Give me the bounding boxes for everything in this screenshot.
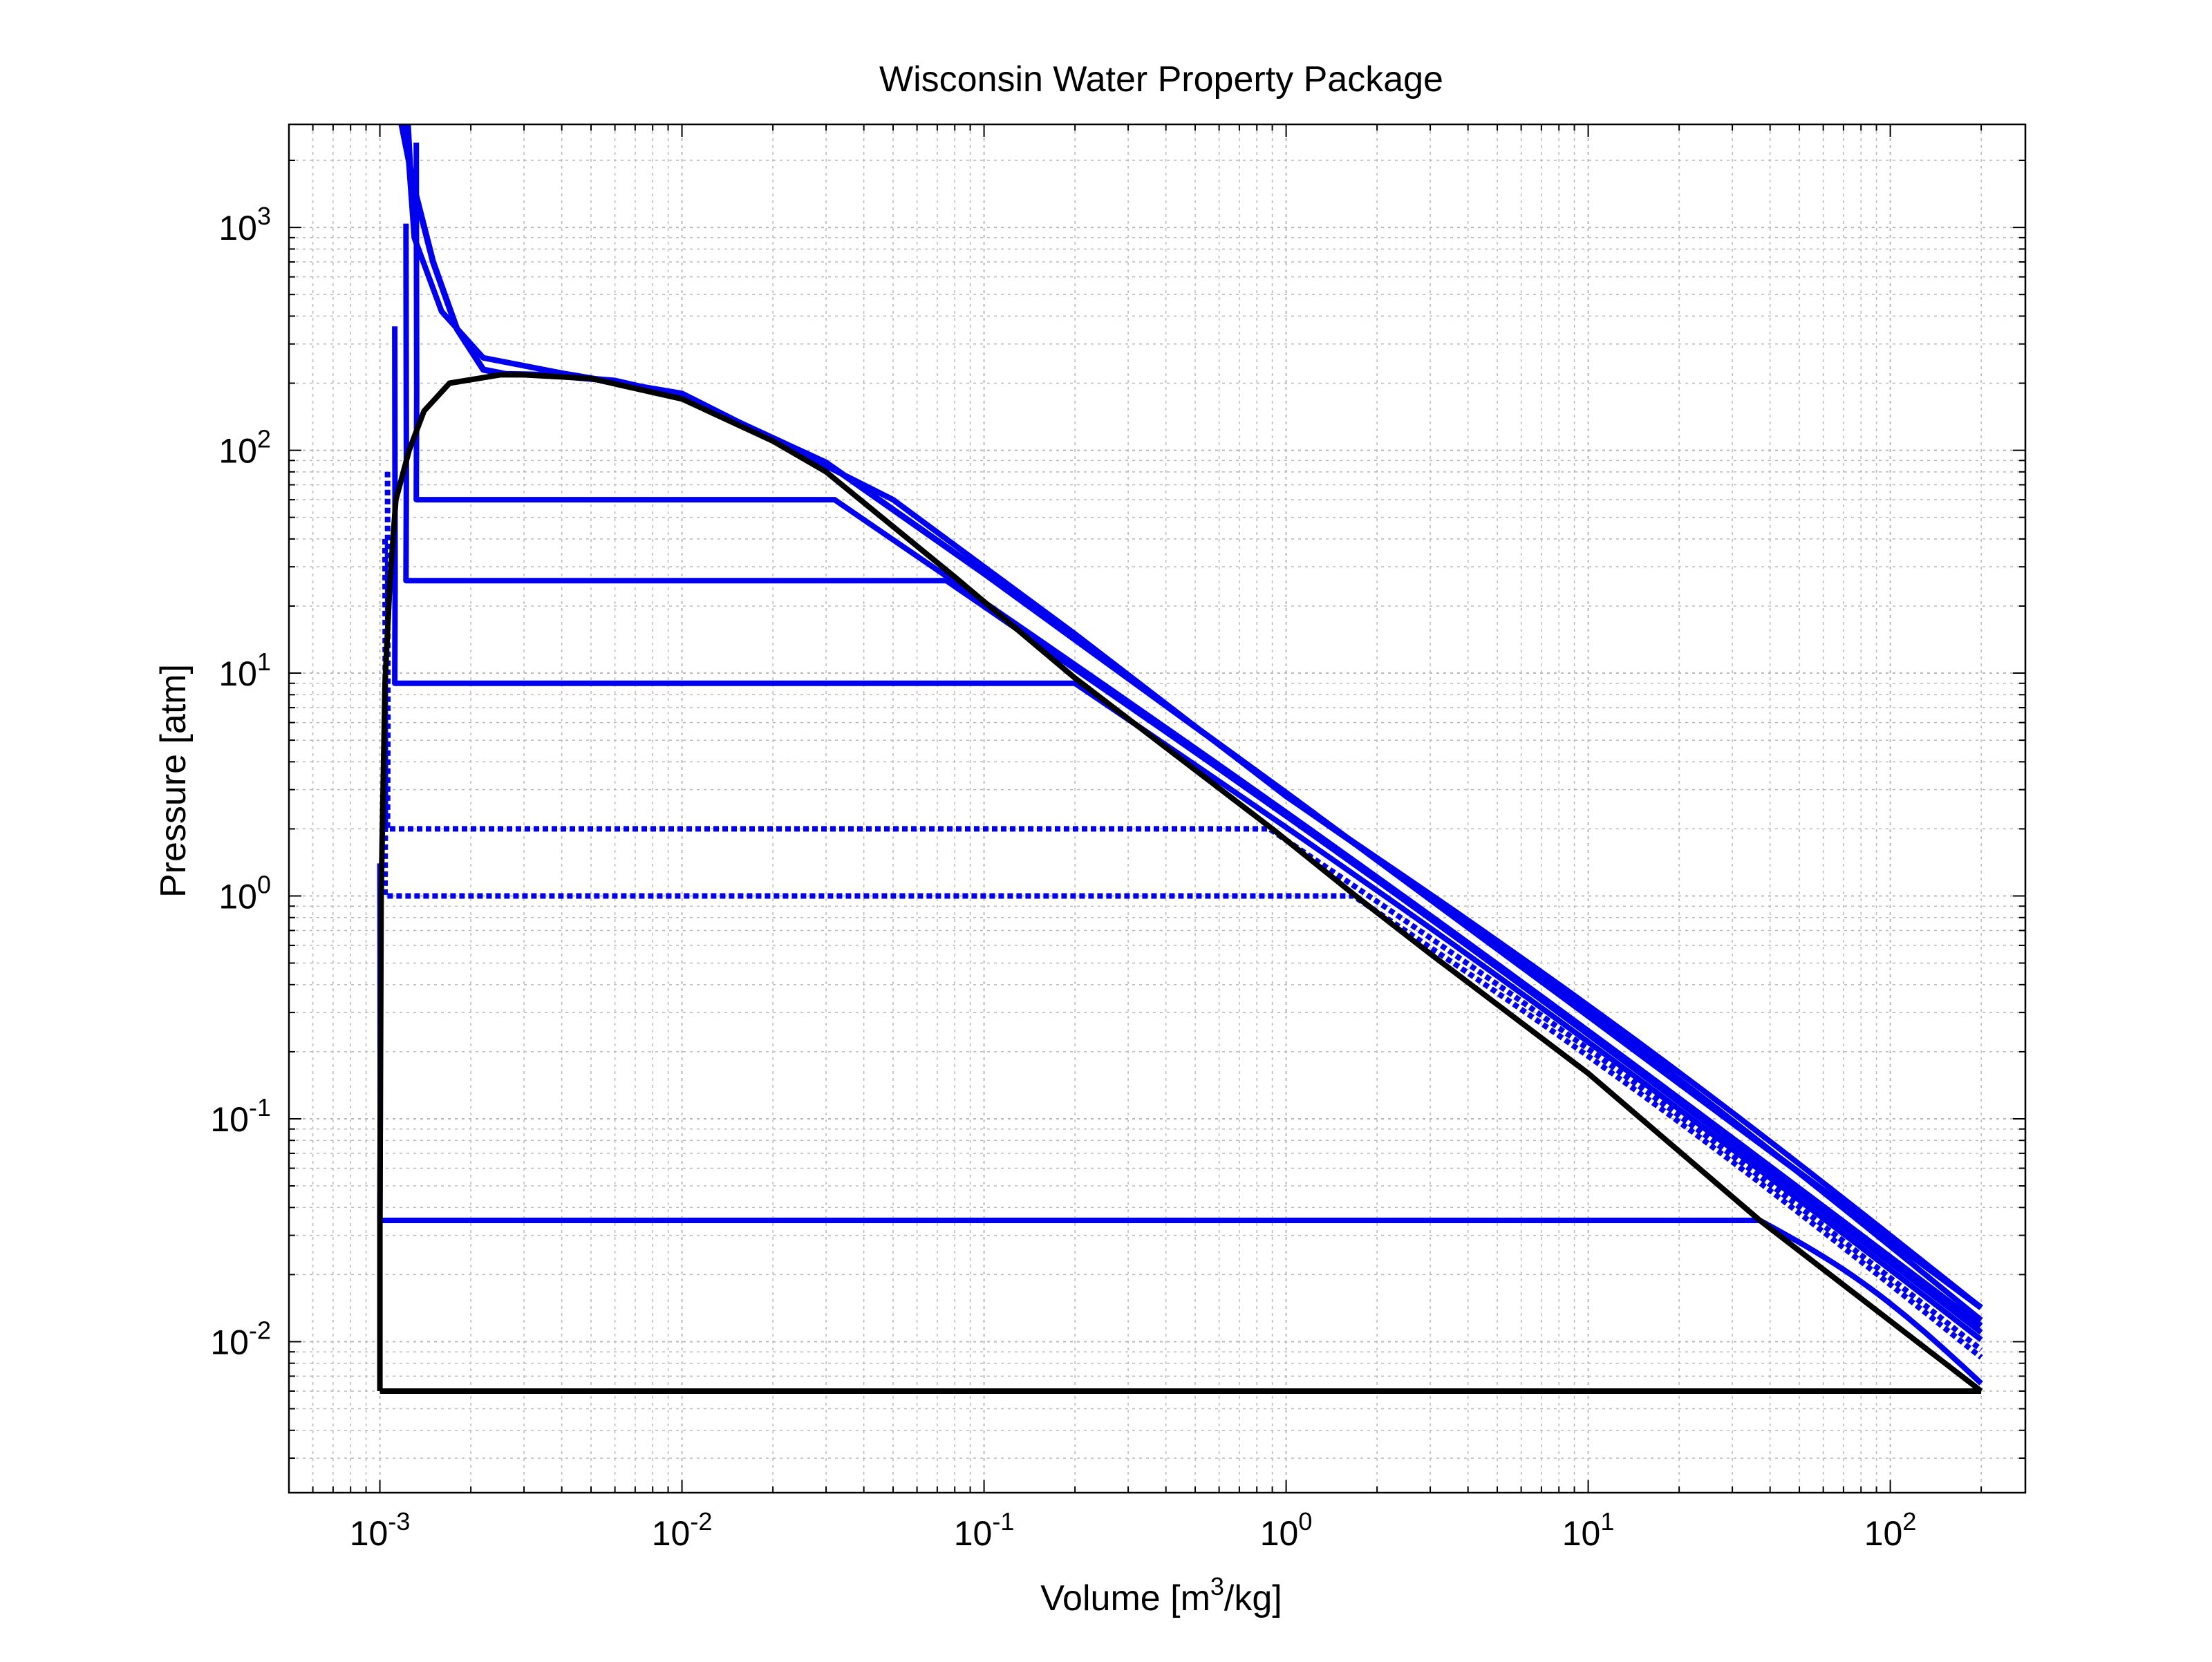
axes-frame [288, 123, 2027, 1494]
curves [377, 124, 1983, 1394]
saturated-vapor-line [523, 372, 1983, 1394]
x-tick-label: 100 [1260, 1507, 1313, 1553]
y-tick-label: 10-2 [210, 1316, 271, 1361]
y-tick-label: 103 [218, 202, 271, 247]
y-tick-label: 101 [218, 648, 271, 693]
x-tick-label: 101 [1562, 1507, 1615, 1553]
x-tick-label: 10-3 [350, 1507, 411, 1553]
plot-frame [288, 123, 2027, 1494]
isotherm-line [384, 471, 1983, 1352]
isotherm-line [382, 538, 1983, 1360]
y-tick-label: 10-1 [210, 1093, 271, 1139]
grid [288, 124, 2025, 1493]
y-tick-label: 102 [218, 425, 271, 471]
y-axis-label: Pressure [atm] [153, 664, 194, 898]
chart-title: Wisconsin Water Property Package [879, 59, 1443, 100]
x-tick-label: 10-1 [954, 1507, 1015, 1553]
saturated-liquid-line [377, 372, 525, 1391]
x-axis-label: Volume [m3/kg] [1040, 1572, 1282, 1618]
x-tick-label: 102 [1864, 1507, 1917, 1553]
isotherm-line [413, 142, 1983, 1328]
tick-labels: 10-3 10-2 10-1 100 101 102 10-2 10-1 100 101 102 10… [210, 202, 1916, 1553]
y-tick-label: 100 [218, 871, 271, 916]
x-tick-label: 10-2 [652, 1507, 713, 1553]
